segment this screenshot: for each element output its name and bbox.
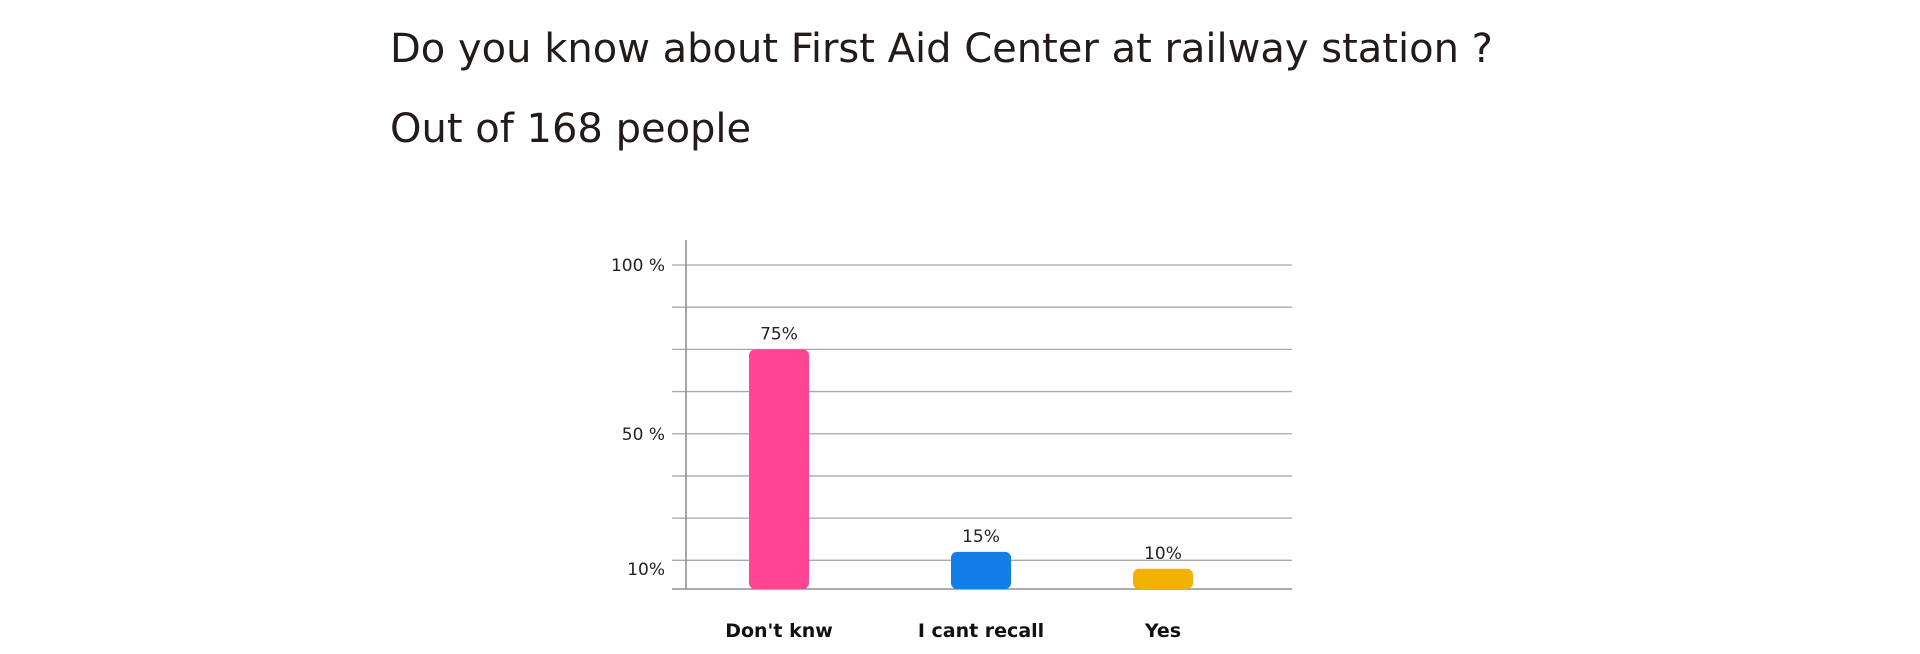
- x-tick-label: Don't knw: [725, 620, 833, 642]
- y-tick-label: 10%: [627, 560, 665, 580]
- chart-title: Do you know about First Aid Center at ra…: [390, 26, 1493, 72]
- y-tick-label: 50 %: [622, 425, 665, 445]
- chart-subtitle: Out of 168 people: [390, 106, 752, 152]
- y-tick-label: 100 %: [611, 256, 665, 276]
- bar-2: [951, 551, 1011, 589]
- x-tick-label: I cant recall: [918, 620, 1044, 642]
- data-label: 75%: [760, 324, 798, 344]
- bar-1: [749, 349, 809, 589]
- bar-3: [1133, 568, 1193, 589]
- data-label: 10%: [1144, 544, 1182, 564]
- data-label: 15%: [962, 527, 1000, 547]
- x-tick-label: Yes: [1144, 620, 1181, 642]
